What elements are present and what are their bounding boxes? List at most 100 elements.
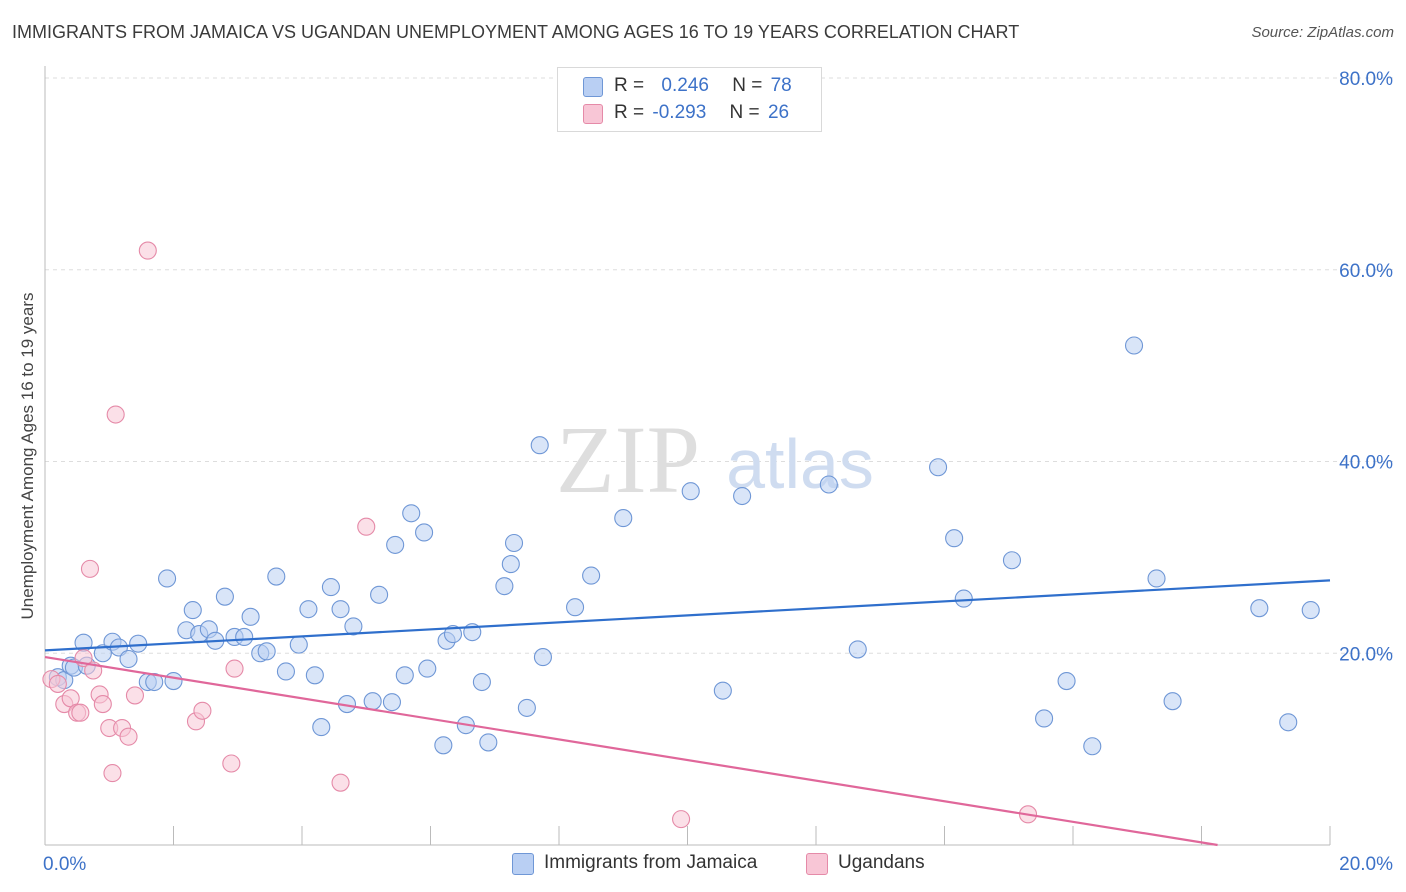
- jamaica-point: [1057, 672, 1076, 691]
- jamaica-point: [566, 598, 585, 617]
- jamaica-point: [415, 523, 434, 542]
- jamaica-point: [501, 555, 520, 574]
- uganda-point: [106, 405, 125, 424]
- jamaica-point: [1124, 336, 1144, 355]
- n-label: N =: [732, 75, 763, 96]
- x-tick-label: 0.0%: [43, 854, 86, 875]
- jamaica-point: [1279, 713, 1298, 732]
- uganda-point: [222, 754, 241, 773]
- jamaica-point: [819, 475, 838, 494]
- uganda-point: [71, 703, 90, 722]
- jamaica-point: [733, 486, 752, 506]
- jamaica-legend-swatch: [512, 853, 534, 875]
- uganda-point: [225, 659, 244, 678]
- jamaica-point: [530, 436, 549, 455]
- jamaica-point: [614, 509, 633, 528]
- jamaica-point: [954, 589, 973, 608]
- jamaica-point: [517, 698, 536, 717]
- y-tick-label: 40.0%: [1339, 453, 1393, 474]
- r-value: 0.246: [661, 75, 709, 96]
- uganda-trend-line: [44, 655, 1218, 847]
- uganda-point: [119, 727, 138, 746]
- jamaica-point: [1301, 601, 1320, 620]
- jamaica-point: [158, 569, 177, 588]
- jamaica-trend-line: [44, 579, 1331, 652]
- gridlines: [45, 77, 1393, 654]
- uganda-point: [125, 686, 144, 705]
- jamaica-point: [504, 533, 524, 553]
- trend-lines: [44, 579, 1331, 847]
- legend-item-jamaica[interactable]: Immigrants from Jamaica: [512, 851, 782, 877]
- legend-item-uganda[interactable]: Ugandans: [806, 851, 946, 877]
- jamaica-point: [681, 482, 700, 501]
- jamaica-point: [1083, 737, 1102, 756]
- x-tick-label: 20.0%: [1339, 854, 1393, 875]
- jamaica-point: [305, 666, 324, 685]
- jamaica-point: [1035, 709, 1054, 728]
- n-value: 78: [770, 75, 792, 96]
- jamaica-point: [215, 587, 234, 606]
- y-tick-label: 60.0%: [1339, 261, 1393, 282]
- uganda-legend-swatch: [806, 853, 828, 875]
- uganda-point: [48, 674, 67, 693]
- n-value: 26: [767, 102, 790, 123]
- jamaica-point: [533, 648, 552, 667]
- r-label: R =: [614, 102, 645, 123]
- jamaica-point: [267, 567, 286, 586]
- uganda-point: [80, 559, 100, 578]
- jamaica-point: [241, 607, 260, 626]
- watermark-atlas: atlas: [726, 425, 874, 503]
- jamaica-point: [402, 504, 421, 523]
- legend-label: Immigrants from Jamaica: [544, 852, 758, 873]
- y-axis-label: Unemployment Among Ages 16 to 19 years: [18, 292, 37, 620]
- jamaica-point: [386, 535, 405, 554]
- legend-label: Ugandans: [838, 852, 925, 873]
- jamaica-point: [929, 458, 948, 477]
- data-points: [42, 241, 1320, 829]
- jamaica-point: [344, 617, 363, 636]
- y-tick-label: 80.0%: [1339, 69, 1393, 90]
- jamaica-point: [382, 693, 402, 712]
- jamaica-point: [1163, 692, 1182, 711]
- jamaica-point: [312, 718, 331, 737]
- jamaica-point: [418, 659, 437, 678]
- uganda-point: [331, 773, 350, 792]
- uganda-point: [357, 517, 376, 536]
- jamaica-point: [276, 662, 295, 681]
- jamaica-point: [582, 566, 601, 585]
- jamaica-point: [164, 672, 183, 691]
- jamaica-point: [495, 577, 514, 596]
- n-label: N =: [729, 102, 760, 123]
- uganda-point: [138, 241, 157, 260]
- chart-source: Source: ZipAtlas.com: [1251, 24, 1394, 41]
- axes: [44, 66, 1331, 846]
- jamaica-point: [257, 642, 276, 661]
- jamaica-point: [1147, 569, 1166, 588]
- watermark-zip: ZIP: [556, 406, 700, 513]
- jamaica-point: [434, 736, 453, 755]
- watermark: ZIP atlas: [556, 406, 874, 513]
- y-tick-label: 20.0%: [1339, 644, 1393, 665]
- jamaica-swatch: [583, 77, 603, 97]
- jamaica-point: [472, 672, 491, 692]
- tick-labels: 20.0% 40.0% 60.0% 80.0% 0.0% 20.0%: [43, 69, 1393, 875]
- jamaica-point: [479, 733, 498, 752]
- jamaica-point: [713, 681, 732, 700]
- jamaica-point: [370, 585, 389, 604]
- chart-title: IMMIGRANTS FROM JAMAICA VS UGANDAN UNEMP…: [12, 22, 1020, 42]
- uganda-point: [93, 695, 112, 714]
- uganda-point: [103, 764, 122, 783]
- jamaica-point: [299, 600, 318, 619]
- jamaica-point: [363, 692, 382, 711]
- jamaica-point: [848, 640, 867, 659]
- jamaica-point: [119, 649, 138, 669]
- jamaica-point: [235, 627, 254, 647]
- jamaica-point: [1002, 551, 1022, 570]
- jamaica-point: [1250, 599, 1269, 618]
- jamaica-point: [395, 666, 414, 685]
- r-label: R =: [614, 75, 645, 96]
- uganda-point: [193, 701, 212, 720]
- jamaica-point: [443, 625, 463, 644]
- r-value: -0.293: [652, 102, 707, 123]
